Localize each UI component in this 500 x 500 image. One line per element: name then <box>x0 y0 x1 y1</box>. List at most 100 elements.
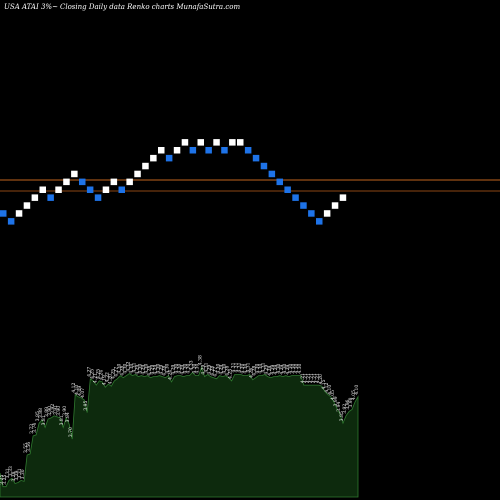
price-label: 4.21 <box>309 373 315 383</box>
price-label: 3.99 <box>333 396 339 406</box>
price-label: 4.20 <box>318 374 324 384</box>
price-label: 4.24 <box>98 370 104 380</box>
price-label: 3.31 <box>17 468 23 478</box>
price-label: 4.25 <box>228 369 234 379</box>
price-label: 4.21 <box>312 373 318 383</box>
renko-brick <box>126 178 133 186</box>
renko-brick <box>173 147 181 154</box>
price-label: 4.30 <box>174 363 180 373</box>
price-label: 4.29 <box>134 364 140 374</box>
price-label: 4.29 <box>171 364 177 374</box>
price-label: 4.30 <box>143 363 149 373</box>
renko-brick <box>79 178 86 186</box>
renko-brick <box>39 186 46 193</box>
price-label: 4.10 <box>327 385 333 395</box>
renko-brick <box>31 194 39 201</box>
price-label: 4.30 <box>122 363 128 373</box>
price-label: 4.27 <box>113 367 119 377</box>
price-label: 4.31 <box>131 362 137 372</box>
price-label: 4.29 <box>273 364 279 374</box>
renko-brick <box>102 186 110 193</box>
renko-brick <box>268 170 276 178</box>
price-label: 4.29 <box>264 364 270 374</box>
price-label: 4.38 <box>198 355 204 365</box>
price-label: 3.98 <box>348 397 354 407</box>
price-label: 4.29 <box>201 364 207 374</box>
renko-brick <box>197 139 204 146</box>
price-label: 4.29 <box>279 364 285 374</box>
price-label: 3.90 <box>56 406 62 416</box>
renko-brick <box>142 162 149 170</box>
price-label: 3.74 <box>32 423 38 433</box>
chart-description: Closing Daily data Renko charts MunafaSu… <box>60 3 240 11</box>
price-label: 3.29 <box>14 470 20 480</box>
renko-brick <box>23 202 31 209</box>
price-label: 4.10 <box>354 385 360 395</box>
price-label: 4.30 <box>116 363 122 373</box>
price-label: 4.32 <box>125 361 131 371</box>
renko-brick <box>205 147 212 154</box>
price-label: 4.30 <box>165 363 171 373</box>
renko-brick <box>316 218 323 225</box>
price-label: 3.95 <box>83 400 89 410</box>
renko-brick <box>158 147 165 154</box>
renko-brick <box>181 139 189 146</box>
price-label: 4.30 <box>297 363 303 373</box>
renko-brick <box>86 186 94 193</box>
price-label: 4.29 <box>149 364 155 374</box>
price-label: 4.21 <box>315 373 321 383</box>
price-label: 4.12 <box>71 382 77 392</box>
renko-brick <box>300 202 307 209</box>
price-label: 4.28 <box>162 366 168 376</box>
price-label: 4.15 <box>321 379 327 389</box>
price-label: 4.30 <box>137 363 143 373</box>
price-label: 4.21 <box>303 373 309 383</box>
price-label: 4.25 <box>95 369 101 379</box>
renko-brick <box>7 218 15 225</box>
renko-brick <box>71 170 78 178</box>
price-label: 3.88 <box>38 408 44 418</box>
renko-brick <box>189 147 197 154</box>
price-label: 4.30 <box>195 363 201 373</box>
price-label: 4.31 <box>204 362 210 372</box>
renko-brick <box>237 139 244 146</box>
renko-brick <box>331 202 339 209</box>
price-label: 3.25 <box>2 475 8 485</box>
price-label: 4.21 <box>300 373 306 383</box>
price-label: 4.30 <box>183 363 189 373</box>
renko-brick <box>213 139 220 146</box>
price-label: 3.73 <box>29 424 35 434</box>
renko-brick <box>55 186 62 193</box>
price-label: 4.31 <box>234 362 240 372</box>
price-label: 3.81 <box>41 415 47 425</box>
renko-brick <box>252 154 260 162</box>
price-label: 4.30 <box>255 363 261 373</box>
price-label: 4.12 <box>324 382 330 392</box>
renko-brick <box>323 210 331 217</box>
price-label: 3.28 <box>11 471 17 481</box>
price-label: 4.28 <box>119 366 125 376</box>
price-label: 3.38 <box>0 461 2 471</box>
price-label: 3.33 <box>8 466 14 476</box>
price-label: 4.29 <box>219 364 225 374</box>
price-label: 3.85 <box>339 411 345 421</box>
renko-brick <box>308 210 315 217</box>
price-label: 4.28 <box>252 366 258 376</box>
renko-bricks <box>0 139 347 225</box>
price-label: 3.56 <box>26 442 32 452</box>
price-label: 4.29 <box>180 364 186 374</box>
price-label: 4.25 <box>110 369 116 379</box>
price-label: 4.31 <box>261 362 267 372</box>
price-label: 3.25 <box>0 475 5 485</box>
price-label: 4.27 <box>213 367 219 377</box>
renko-brick <box>276 178 283 186</box>
price-label: 3.70 <box>68 427 74 437</box>
renko-brick <box>150 154 157 162</box>
price-label: 4.30 <box>282 363 288 373</box>
price-label: 4.21 <box>306 373 312 383</box>
renko-brick <box>221 147 228 154</box>
price-label: 4.21 <box>92 373 98 383</box>
price-label: 4.30 <box>177 363 183 373</box>
renko-brick <box>118 186 125 193</box>
